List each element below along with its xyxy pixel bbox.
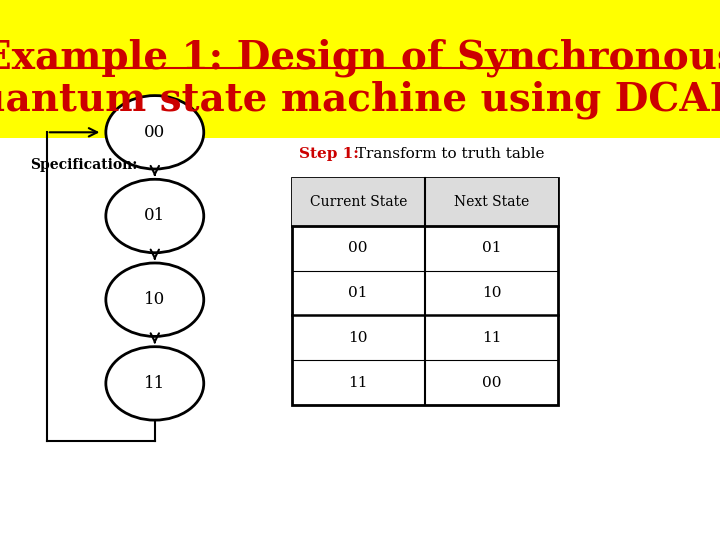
Text: 00: 00 (482, 376, 501, 389)
Text: 01: 01 (144, 207, 166, 225)
Text: 01: 01 (348, 286, 368, 300)
Text: Example 1: Design of Synchronous: Example 1: Design of Synchronous (0, 38, 720, 77)
Text: 10: 10 (482, 286, 501, 300)
Text: 11: 11 (482, 331, 501, 345)
Circle shape (106, 96, 204, 169)
Text: 10: 10 (144, 291, 166, 308)
Circle shape (106, 179, 204, 253)
Text: quantum state machine using DCARL: quantum state machine using DCARL (0, 80, 720, 119)
Text: Specification:: Specification: (30, 158, 138, 172)
Bar (292, 178, 558, 226)
Text: 11: 11 (144, 375, 166, 392)
Text: Transform to truth table: Transform to truth table (351, 147, 545, 161)
Text: 11: 11 (348, 376, 368, 389)
Bar (292, 178, 558, 405)
Text: 00: 00 (348, 241, 368, 255)
Circle shape (106, 347, 204, 420)
Text: 01: 01 (482, 241, 501, 255)
Circle shape (106, 263, 204, 336)
Text: 00: 00 (144, 124, 166, 141)
Text: Step 1:: Step 1: (299, 147, 359, 161)
Text: Current State: Current State (310, 195, 407, 209)
Text: Next State: Next State (454, 195, 529, 209)
Text: 10: 10 (348, 331, 368, 345)
Bar (0, 0, 720, 138)
